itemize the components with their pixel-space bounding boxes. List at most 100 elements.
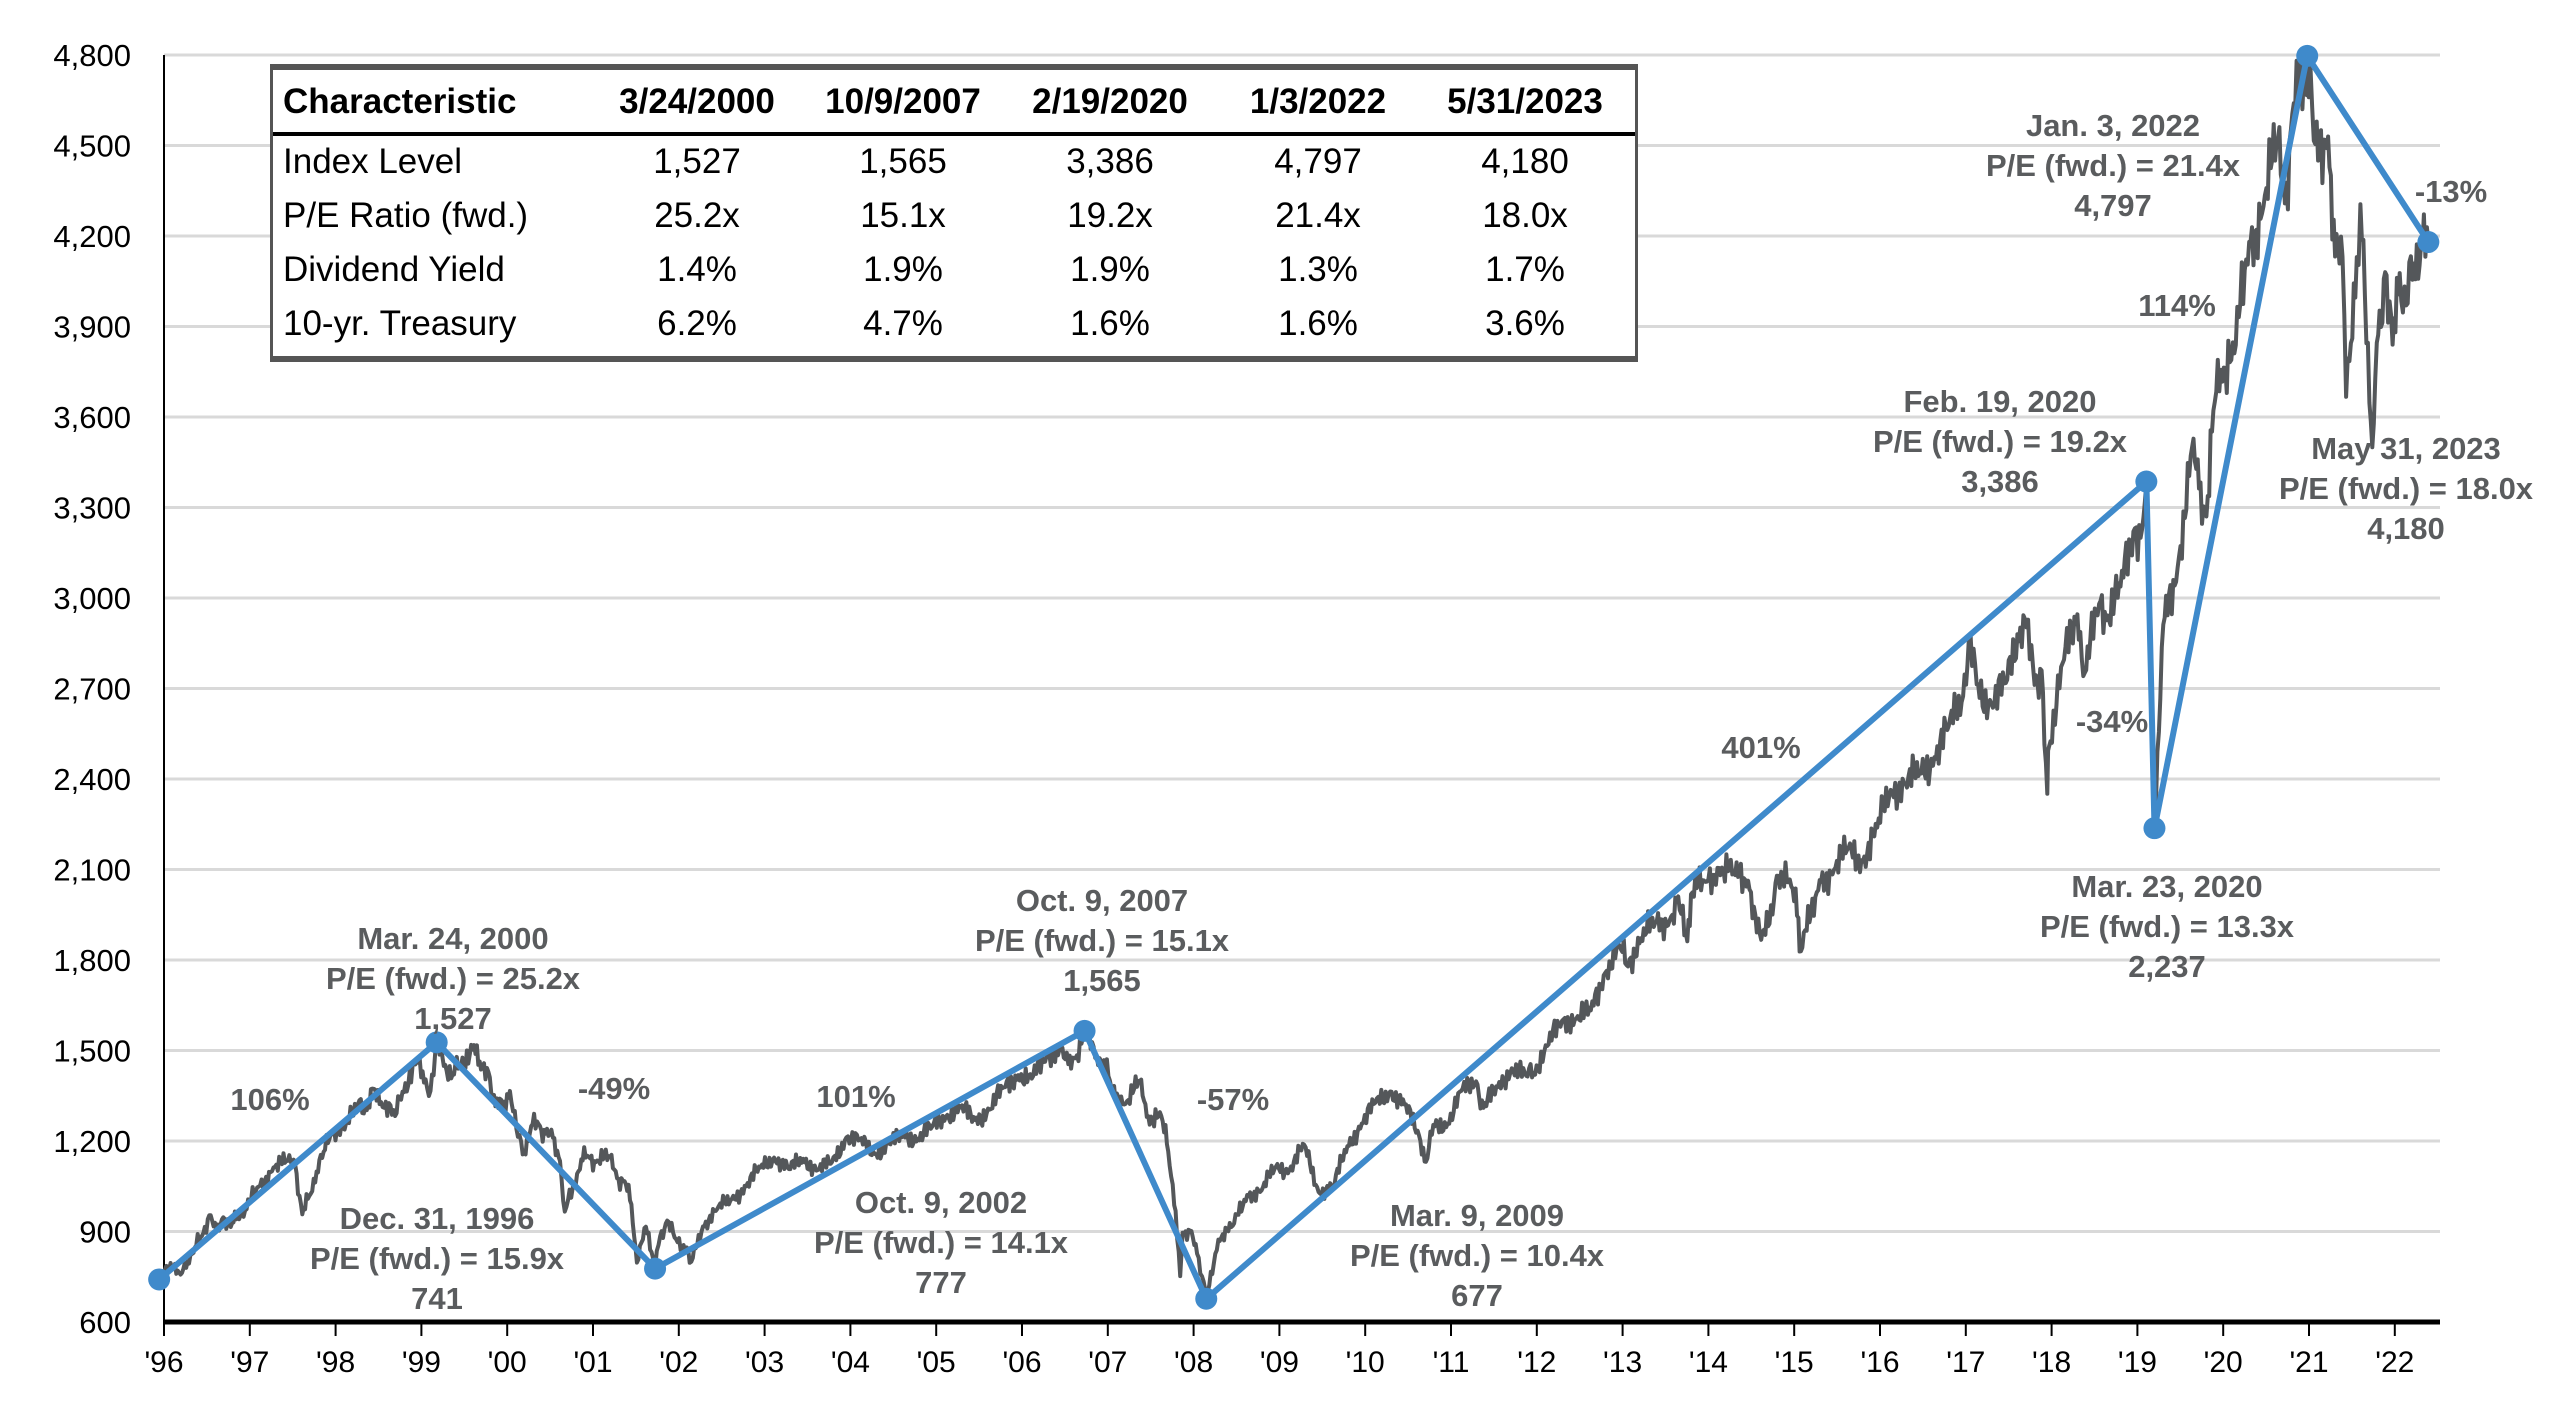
annotation: Dec. 31, 1996 P/E (fwd.) = 15.9x 741	[310, 1199, 564, 1319]
annotation-line: -34%	[2075, 704, 2149, 739]
x-tick-label: '22	[2375, 1346, 2414, 1379]
x-tick-label: '12	[1517, 1346, 1556, 1379]
annotation-line: P/E (fwd.) = 13.3x	[2039, 909, 2295, 944]
table-cell: 1,527	[653, 142, 741, 181]
annotation: Mar. 23, 2020 P/E (fwd.) = 13.3x 2,237	[2040, 867, 2294, 987]
table-cell: 1.4%	[657, 250, 737, 289]
table-cell: 1.9%	[1070, 250, 1150, 289]
annotation-line: 3,386	[1961, 464, 2039, 499]
y-tick-label: 1,800	[53, 943, 131, 978]
x-tick-label: '02	[659, 1346, 698, 1379]
annotation-line: 4,180	[2367, 511, 2445, 546]
table-cell: 6.2%	[657, 304, 737, 343]
annotation-line: 677	[1451, 1278, 1503, 1313]
table-cell: 21.4x	[1275, 196, 1361, 235]
y-tick-label: 4,500	[53, 129, 131, 164]
table-divider	[273, 132, 1635, 136]
annotation: Feb. 19, 2020 P/E (fwd.) = 19.2x 3,386	[1873, 382, 2127, 502]
annotation-line: P/E (fwd.) = 18.0x	[2278, 471, 2534, 506]
y-tick-label: 4,200	[53, 219, 131, 254]
table-row-label: Index Level	[283, 142, 463, 181]
y-tick-label: 4,800	[53, 38, 131, 73]
annotation-line: -49%	[577, 1071, 651, 1106]
annotation-line: Dec. 31, 1996	[339, 1201, 535, 1236]
annotation-line: -13%	[2414, 174, 2488, 209]
x-axis: '96 '97 '98 '99 '00 '01 '02 '03 '04 '05 '06 '07 '08 '…	[144, 55, 2440, 1379]
trend-marker	[2143, 817, 2166, 840]
x-tick-label: '99	[402, 1346, 441, 1379]
table-header-cell: 5/31/2023	[1447, 82, 1603, 121]
table-cell: 4,180	[1481, 142, 1569, 181]
annotation-line: 106%	[230, 1082, 310, 1117]
trend-marker	[2296, 44, 2319, 67]
annotation-line: 101%	[816, 1079, 896, 1114]
characteristics-table: Characteristic 3/24/2000 10/9/2007 2/19/…	[270, 64, 1638, 362]
y-tick-label: 3,900	[53, 310, 131, 345]
x-tick-label: '18	[2032, 1346, 2071, 1379]
annotation-line: Feb. 19, 2020	[1903, 384, 2097, 419]
annotation-line: 2,237	[2128, 949, 2206, 984]
table-cell: 4,797	[1274, 142, 1362, 181]
annotation-line: 114%	[2138, 288, 2216, 323]
annotation: -34%	[2076, 702, 2148, 742]
x-tick-label: '15	[1775, 1346, 1814, 1379]
annotation: Jan. 3, 2022 P/E (fwd.) = 21.4x 4,797	[1986, 106, 2240, 226]
annotation-line: -57%	[1196, 1082, 1270, 1117]
table-header-cell: 10/9/2007	[825, 82, 981, 121]
annotation-line: P/E (fwd.) = 15.9x	[309, 1241, 565, 1276]
table-cell: 1.7%	[1485, 250, 1565, 289]
index-line	[157, 53, 2431, 1301]
annotation-line: Mar. 23, 2020	[2071, 869, 2263, 904]
trend-line	[148, 44, 2440, 1310]
annotation-line: Oct. 9, 2002	[854, 1185, 1028, 1220]
x-tick-label: '10	[1346, 1346, 1385, 1379]
annotation-line: 741	[411, 1281, 463, 1316]
annotation-line: Mar. 24, 2000	[357, 921, 549, 956]
table-row: 10-yr. Treasury 6.2% 4.7% 1.6% 1.6% 3.6%	[273, 304, 1635, 358]
x-tick-label: '17	[1946, 1346, 1985, 1379]
x-tick-label: '13	[1603, 1346, 1642, 1379]
trend-marker	[2417, 231, 2440, 254]
trend-marker	[148, 1268, 171, 1291]
y-tick-label: 3,300	[53, 491, 131, 526]
annotation: Oct. 9, 2007 P/E (fwd.) = 15.1x 1,565	[975, 881, 1229, 1001]
table-cell: 4.7%	[863, 304, 943, 343]
table-cell: 3,386	[1066, 142, 1154, 181]
x-tick-label: '00	[488, 1346, 527, 1379]
table-row-label: 10-yr. Treasury	[283, 304, 517, 343]
trend-marker	[2135, 470, 2158, 493]
y-tick-label: 900	[79, 1215, 131, 1250]
x-tick-label: '98	[316, 1346, 355, 1379]
x-tick-label: '01	[573, 1346, 612, 1379]
y-tick-label: 2,700	[53, 672, 131, 707]
annotation: -57%	[1197, 1080, 1269, 1120]
x-tick-label: '14	[1689, 1346, 1728, 1379]
table-cell: 1.6%	[1070, 304, 1150, 343]
trend-marker	[644, 1257, 667, 1280]
x-tick-label: '16	[1860, 1346, 1899, 1379]
y-tick-label: 2,400	[53, 762, 131, 797]
table-row: P/E Ratio (fwd.) 25.2x 15.1x 19.2x 21.4x 18.0…	[273, 196, 1635, 250]
x-tick-label: '11	[1433, 1346, 1470, 1379]
table-cell: 3.6%	[1485, 304, 1565, 343]
table-cell: 1.6%	[1278, 304, 1358, 343]
annotation-line: P/E (fwd.) = 25.2x	[325, 961, 581, 996]
table-row-label: P/E Ratio (fwd.)	[283, 196, 529, 235]
trend-marker	[1073, 1019, 1096, 1042]
annotation-line: 401%	[1721, 730, 1801, 765]
annotation-line: Oct. 9, 2007	[1015, 883, 1189, 918]
trend-marker	[1195, 1287, 1218, 1310]
annotation-line: P/E (fwd.) = 14.1x	[813, 1225, 1069, 1260]
annotation: May 31, 2023 P/E (fwd.) = 18.0x 4,180	[2279, 429, 2533, 549]
annotation-line: P/E (fwd.) = 15.1x	[974, 923, 1230, 958]
table-row-label: Dividend Yield	[283, 250, 505, 289]
y-axis-labels: 600 900 1,200 1,500 1,800 2,100 2,400 2,700 3,00…	[53, 38, 131, 1340]
x-tick-label: '09	[1260, 1346, 1299, 1379]
table-row: Dividend Yield 1.4% 1.9% 1.9% 1.3% 1.7%	[273, 250, 1635, 304]
annotation-line: 4,797	[2074, 188, 2152, 223]
annotation-line: 777	[915, 1265, 967, 1300]
annotation: 401%	[1721, 728, 1800, 768]
annotation-line: Jan. 3, 2022	[2025, 108, 2201, 143]
y-tick-label: 3,600	[53, 400, 131, 435]
annotation: -13%	[2415, 172, 2487, 212]
